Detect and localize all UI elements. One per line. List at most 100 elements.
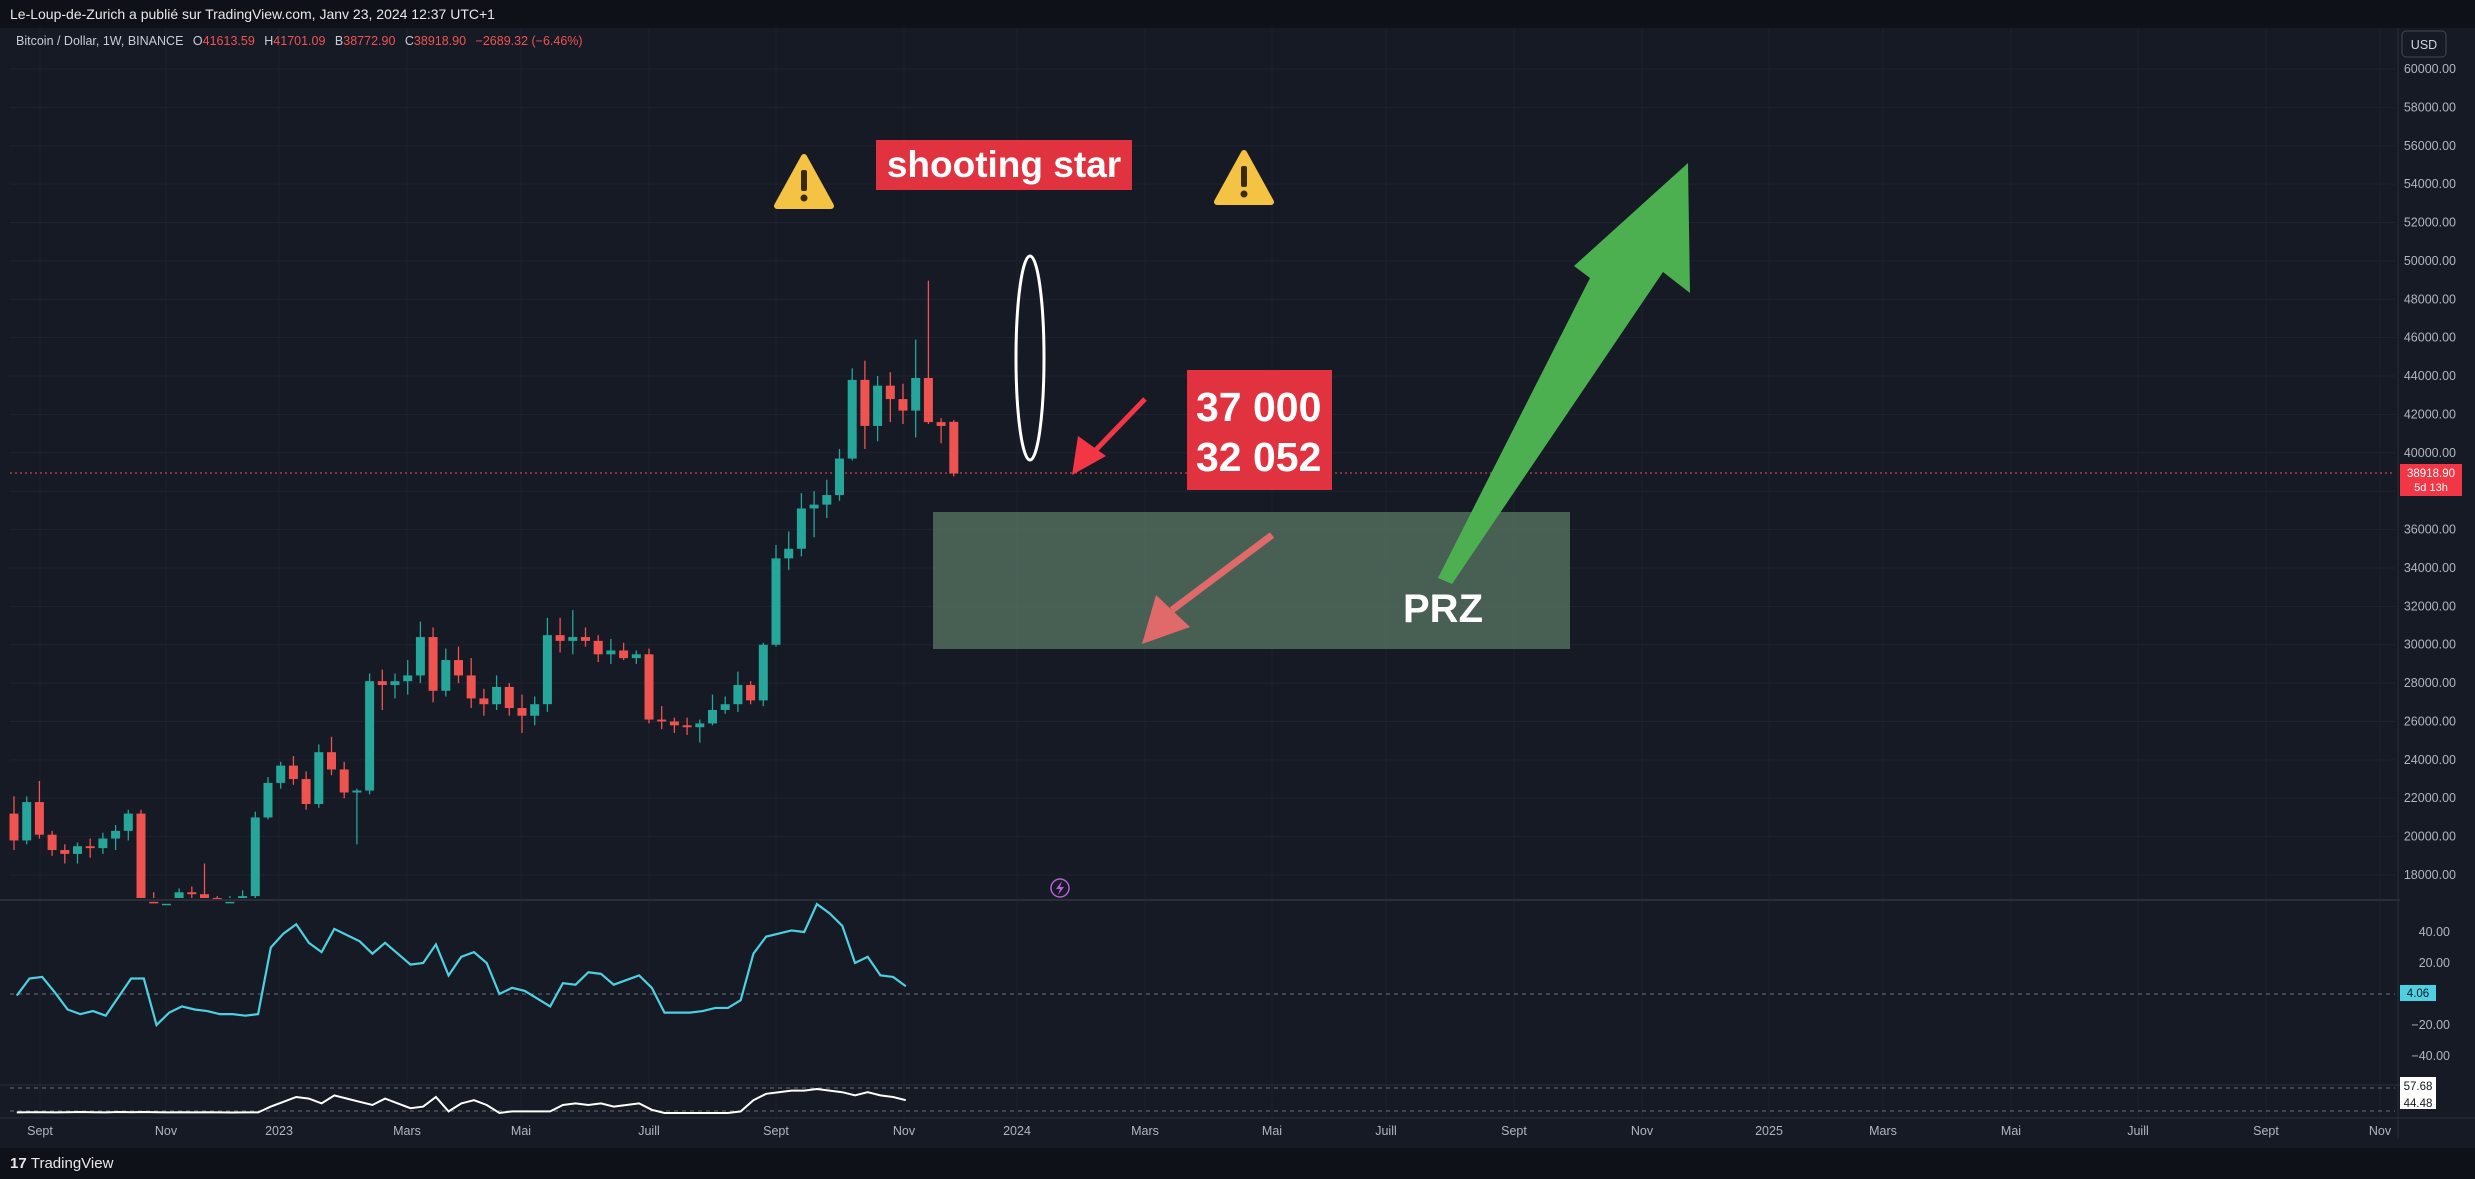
oscillator-value-tag: 4.06 [2400,985,2436,1001]
candle-body [695,723,705,728]
oscillator-tick-label: 20.00 [2419,956,2450,970]
candle-bearish [517,694,527,733]
candle-body [149,901,159,904]
oscillator-value: 4.06 [2407,988,2429,1000]
oscillator2-value-upper: 57.68 [2404,1081,2433,1093]
candle-body [276,765,286,783]
candle-bearish [885,372,895,423]
candle-bullish [250,811,260,898]
candle-body [314,752,324,804]
shooting-star-text: shooting star [887,144,1121,185]
candle-body [123,813,133,831]
candle-bullish [98,832,108,854]
up-arrow-icon [1438,163,1690,584]
candle-bullish [796,493,806,557]
oscillator-axis[interactable]: 40.00 20.00 −20.00 −40.00 [2411,925,2450,1063]
time-tick-label: Nov [893,1124,916,1138]
candle-body [428,637,438,691]
candle-bearish [619,642,629,661]
close-label: C [405,34,414,48]
oscillator-tick-label: −20.00 [2411,1018,2450,1032]
time-axis[interactable]: Sept Nov 2023 Mars Mai Juill Sept Nov 2024 Mars Ma… [27,1124,2392,1138]
candle-bullish [415,621,425,684]
candle-bullish [733,671,743,712]
candle-bullish [873,376,883,442]
levels-label: 37 000 32 052 [1187,370,1332,490]
last-price-countdown: 5d 13h [2414,482,2448,494]
candle-body [923,377,933,423]
prz-label: PRZ [1403,587,1483,631]
down-arrow-icon [1142,532,1275,644]
candle-bearish [9,796,19,851]
candle-body [60,850,70,854]
candle-bullish [822,479,832,519]
time-tick-label: Mai [511,1124,531,1138]
candle-bullish [809,491,819,538]
warning-icon [1214,150,1274,205]
candle-bearish [682,717,692,735]
price-tick-label: 48000.00 [2404,292,2456,306]
candle-body [479,698,489,705]
time-tick-label: Sept [763,1124,789,1138]
price-axis[interactable]: 18000.00 20000.00 22000.00 24000.00 26000.00… [2404,62,2456,882]
change-value: −2689.32 (−6.46%) [476,34,583,48]
candle-bullish [73,842,82,864]
oscillator2-value-tags: 57.68 44.48 [2400,1077,2436,1110]
candle-bearish [377,669,387,710]
price-tick-label: 42000.00 [2404,407,2456,421]
candle-body [403,675,413,682]
candle-bullish [720,696,730,714]
time-tick-label: Sept [2253,1124,2279,1138]
time-tick-label: Nov [155,1124,178,1138]
footer-bar: 17 TradingView [0,1148,2475,1179]
candle-body [835,458,844,496]
price-tick-label: 60000.00 [2404,62,2456,76]
time-tick-label: Nov [2369,1124,2392,1138]
last-price-value: 38918.90 [2407,468,2455,480]
candle-body [593,640,603,655]
candle-body [746,685,756,701]
price-tick-label: 40000.00 [2404,446,2456,460]
oscillator-tick-label: 40.00 [2419,925,2450,939]
candle-bullish [403,660,413,695]
candle-body [758,644,768,701]
candle-body [174,892,184,898]
currency-button[interactable]: USD [2401,30,2447,58]
time-tick-label: Sept [1501,1124,1527,1138]
candle-body [873,385,883,426]
candle-body [288,765,298,780]
time-tick-label: 2024 [1003,1124,1031,1138]
tradingview-logo[interactable]: 17 TradingView [10,1155,114,1172]
time-tick-label: 2025 [1755,1124,1783,1138]
lightning-icon[interactable] [1050,878,1070,898]
candle-body [860,379,870,426]
candle-bearish [85,838,95,858]
candle-body [85,846,95,849]
price-tick-label: 24000.00 [2404,753,2456,767]
candle-bearish [34,780,44,839]
candle-bullish [568,610,578,655]
candle-bearish [504,683,514,716]
candle-bullish [542,617,552,712]
candle-bullish [708,694,717,726]
price-tick-label: 54000.00 [2404,177,2456,191]
price-tick-label: 18000.00 [2404,868,2456,882]
candle-bullish [784,531,794,570]
candle-bullish [111,825,121,851]
candle-bullish [276,761,286,789]
candle-body [619,650,629,659]
time-tick-label: Nov [1631,1124,1654,1138]
oscillator-tick-label: −40.00 [2411,1049,2450,1063]
publisher-line: Le-Loup-de-Zurich a publié sur TradingVi… [10,6,495,22]
candle-bearish [200,863,209,898]
time-tick-label: 2023 [265,1124,293,1138]
symbol-name: Bitcoin / Dollar, 1W, BINANCE [16,34,183,48]
candle-body [212,898,222,900]
candle-bearish [657,706,667,730]
price-tick-label: 46000.00 [2404,331,2456,345]
time-tick-label: Sept [27,1124,53,1138]
candle-bullish [161,898,171,906]
chart-area[interactable]: 18000.00 20000.00 22000.00 24000.00 26000.00… [0,28,2475,1148]
candle-bearish [149,892,159,904]
candle-bearish [428,627,438,703]
